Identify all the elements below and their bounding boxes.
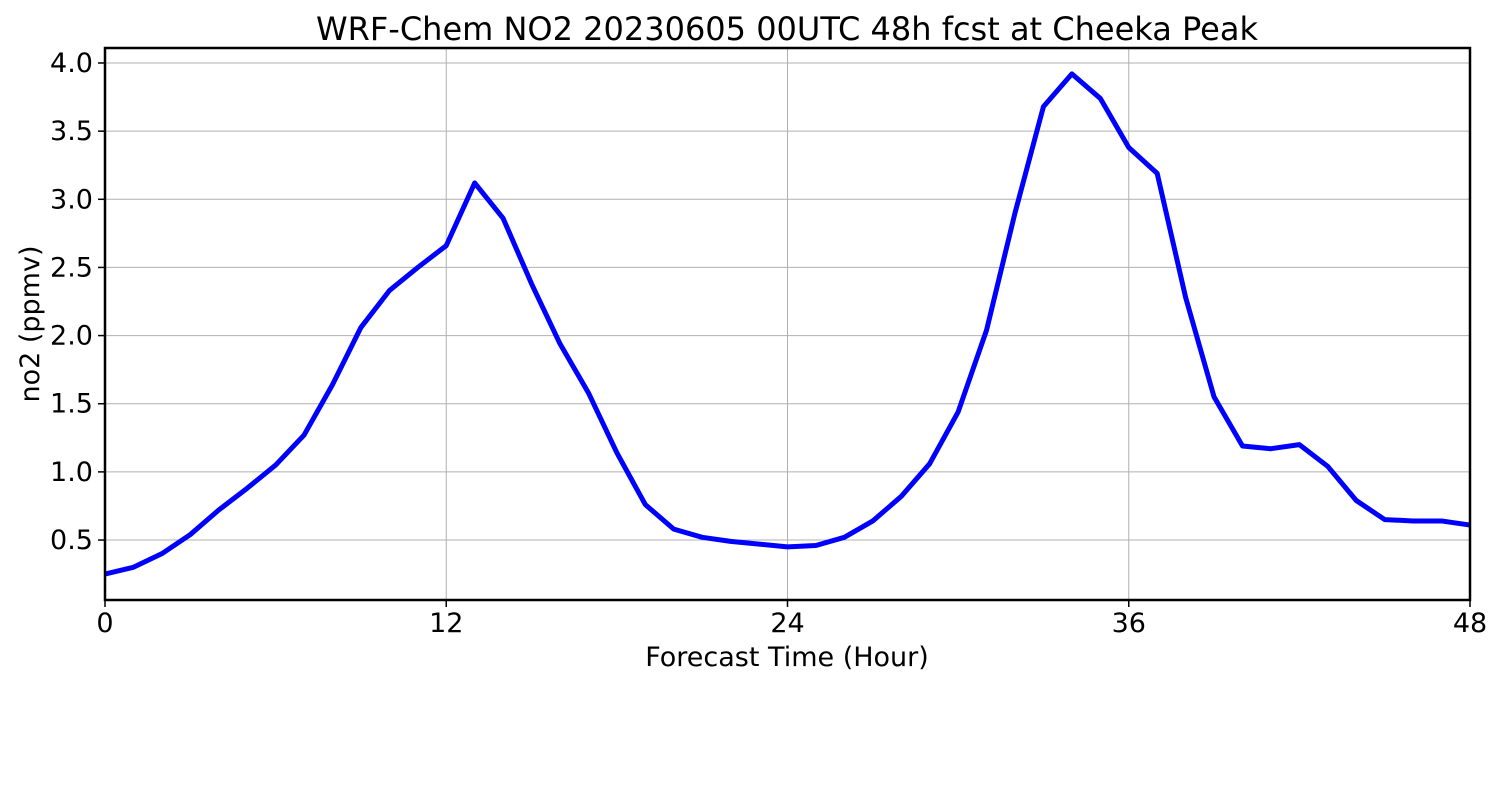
y-axis-label: no2 (ppmv) <box>15 245 46 402</box>
chart-title: WRF-Chem NO2 20230605 00UTC 48h fcst at … <box>316 10 1258 48</box>
y-tick-label: 0.5 <box>50 525 93 556</box>
axis-ticks: 0 12 24 36 48 0.5 1.0 1.5 2.0 2.5 3.0 3.5 4.0 <box>50 48 1487 639</box>
series-layer <box>104 71 1471 577</box>
x-tick-label: 36 <box>1112 608 1146 639</box>
y-tick-label: 3.5 <box>50 116 93 147</box>
y-tick-label: 2.5 <box>50 252 93 283</box>
x-tick-label: 0 <box>96 608 113 639</box>
x-tick-label: 48 <box>1453 608 1487 639</box>
x-tick-label: 24 <box>770 608 804 639</box>
y-tick-label: 1.0 <box>50 457 93 488</box>
x-axis-label: Forecast Time (Hour) <box>645 642 929 673</box>
no2-series-line <box>104 71 1471 577</box>
y-tick-label: 1.5 <box>50 389 93 420</box>
y-tick-label: 4.0 <box>50 48 93 79</box>
grid-lines <box>104 48 1471 600</box>
x-tick-label: 12 <box>429 608 463 639</box>
y-tick-label: 2.0 <box>50 321 93 352</box>
y-tick-label: 3.0 <box>50 184 93 215</box>
